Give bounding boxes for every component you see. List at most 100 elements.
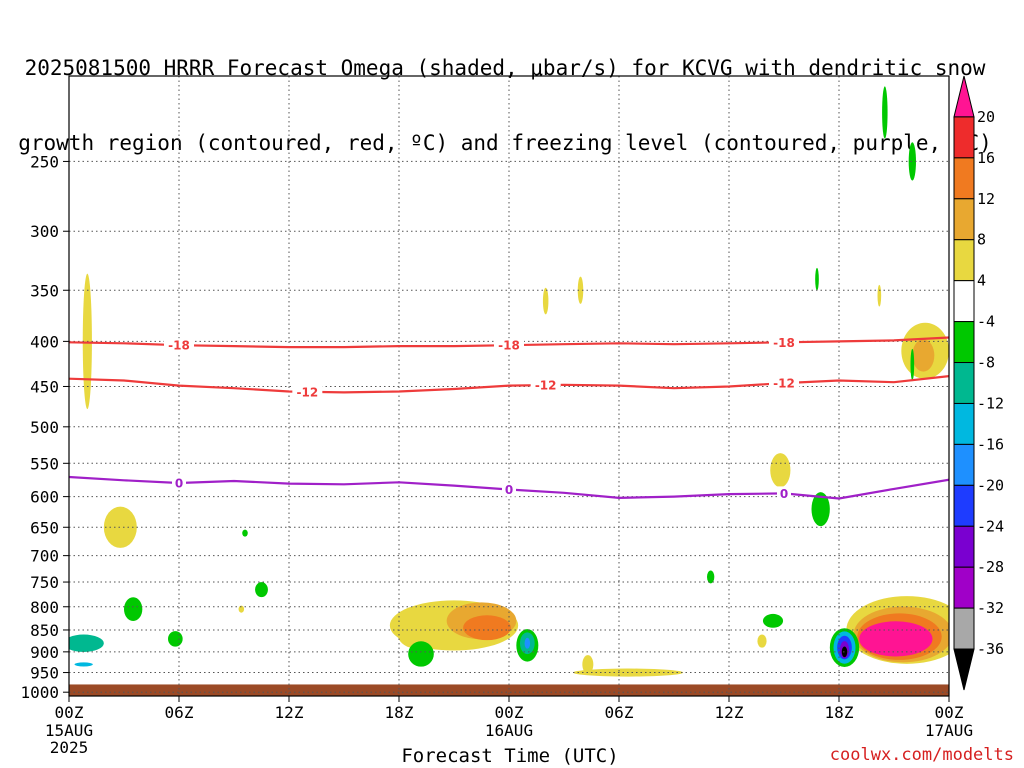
y-tick-label-500: 500 [30, 418, 59, 437]
colorbar-segment-2 [953, 157, 975, 200]
colorbar-label-1: 16 [977, 149, 995, 167]
colorbar-label-12: -32 [977, 599, 1004, 617]
temperature-contours: -18 -18 -18 -12 -12 -12 0 0 0 [69, 335, 949, 501]
sinking-region-2 [124, 597, 143, 622]
colorbar-segment-14 [953, 648, 975, 691]
rising-region-10 [542, 287, 549, 315]
sinking-region-1 [74, 662, 93, 667]
rising-region-18 [912, 339, 935, 372]
x-tick-label-1: 06Z [165, 703, 194, 722]
x-tick-sublabel-8-0: 17AUG [925, 721, 973, 740]
title-line-2: growth region (contoured, red, ºC) and f… [18, 131, 992, 155]
sinking-region-3 [168, 631, 183, 647]
colorbar-segment-1 [953, 116, 975, 159]
colorbar-label-4: 4 [977, 272, 986, 290]
rising-region-6 [397, 616, 431, 648]
colorbar-label-9: -20 [977, 476, 1004, 494]
contour-label-0-1: -18 [498, 339, 520, 353]
y-tick-label-250: 250 [30, 152, 59, 171]
sinking-region-5 [242, 529, 248, 537]
contour-label-2-2: 0 [780, 487, 788, 501]
colorbar-label-8: -16 [977, 435, 1004, 453]
y-tick-label-950: 950 [30, 664, 59, 683]
y-tick-label-300: 300 [30, 222, 59, 241]
colorbar-segment-10 [953, 484, 975, 527]
contour-label-1-0: -12 [296, 385, 318, 399]
x-tick-sublabel-0-1: 2025 [50, 738, 89, 757]
credit-link[interactable]: coolwx.com/modelts [829, 745, 1014, 765]
sinking-region-9 [524, 637, 531, 649]
colorbar-segment-13 [953, 607, 975, 650]
x-tick-label-3: 18Z [385, 703, 414, 722]
contour-label-1-1: -12 [535, 379, 557, 393]
sinking-region-21 [910, 348, 915, 381]
contour-label-1-2: -12 [773, 377, 795, 391]
contour-label-bg-2-2 [777, 486, 791, 501]
colorbar-label-7: -12 [977, 394, 1004, 412]
colorbar-label-10: -24 [977, 517, 1004, 535]
colorbar-segment-11 [953, 525, 975, 568]
y-tick-label-650: 650 [30, 518, 59, 537]
y-tick-label-700: 700 [30, 547, 59, 566]
contour-label-2-1: 0 [505, 483, 513, 497]
contour-label-bg-0-1 [494, 338, 524, 353]
colorbar-segment-8 [953, 402, 975, 445]
x-tick-label-2: 12Z [275, 703, 304, 722]
y-axis: 250 300 350 400 450 500 550 600 650 700 750 800 850 9… [20, 152, 69, 702]
contour-label-2-0: 0 [175, 476, 183, 490]
contour-label-bg-1-2 [769, 376, 799, 391]
colorbar-segment-6 [953, 321, 975, 364]
colorbar-segment-9 [953, 443, 975, 486]
rising-region-8 [582, 655, 594, 674]
rising-region-2 [238, 605, 245, 613]
x-tick-label-7: 18Z [825, 703, 854, 722]
sinking-region-10 [762, 613, 784, 628]
y-tick-label-600: 600 [30, 488, 59, 507]
y-tick-label-550: 550 [30, 454, 59, 473]
x-tick-sublabel-0-0: 15AUG [45, 721, 93, 740]
y-tick-label-1000: 1000 [20, 683, 59, 702]
sinking-region-13 [815, 267, 819, 291]
colorbar-segment-5 [953, 280, 975, 323]
colorbar-segment-12 [953, 566, 975, 609]
colorbar-segment-3 [953, 198, 975, 241]
colorbar-segment-4 [953, 239, 975, 282]
rising-region-9 [577, 276, 584, 304]
contour-label-bg-0-0 [164, 338, 194, 353]
contour-label-bg-1-1 [530, 378, 561, 393]
sinking-region-18 [841, 646, 848, 658]
x-tick-label-4: 00Z [495, 703, 524, 722]
rising-region-1 [103, 506, 137, 548]
colorbar-segment-0 [953, 75, 975, 118]
colorbar: 20 16 12 8 4 -4 -8 -12 -16 -20 -24 -28 -32 -36 [953, 75, 1004, 691]
colorbar-segment-7 [953, 362, 975, 404]
rising-region-5 [463, 615, 511, 641]
colorbar-label-3: 8 [977, 231, 986, 249]
y-tick-label-450: 450 [30, 377, 59, 396]
contour-label-bg-2-0 [172, 475, 186, 490]
x-tick-label-0: 00Z [55, 703, 84, 722]
x-tick-label-5: 06Z [605, 703, 634, 722]
x-tick-sublabel-4-0: 16AUG [485, 721, 533, 740]
sinking-region-20 [908, 142, 916, 181]
contour-label-0-2: -18 [773, 336, 795, 350]
contour-label-bg-1-0 [292, 384, 323, 399]
sinking-region-19 [882, 86, 888, 139]
rising-region-11 [757, 634, 767, 648]
rising-region-12 [770, 453, 791, 488]
colorbar-label-13: -36 [977, 640, 1004, 658]
y-tick-label-750: 750 [30, 573, 59, 592]
colorbar-label-6: -8 [977, 354, 995, 372]
contour-label-0-0: -18 [168, 339, 190, 353]
ground-surface [69, 684, 949, 696]
colorbar-label-0: 20 [977, 108, 995, 126]
x-axis-label: Forecast Time (UTC) [401, 745, 619, 767]
sinking-region-0 [69, 634, 104, 652]
sinking-region-4 [255, 582, 268, 598]
y-tick-label-400: 400 [30, 332, 59, 351]
y-tick-label-850: 850 [30, 621, 59, 640]
contour-label-bg-0-2 [769, 335, 799, 350]
colorbar-label-2: 12 [977, 190, 995, 208]
